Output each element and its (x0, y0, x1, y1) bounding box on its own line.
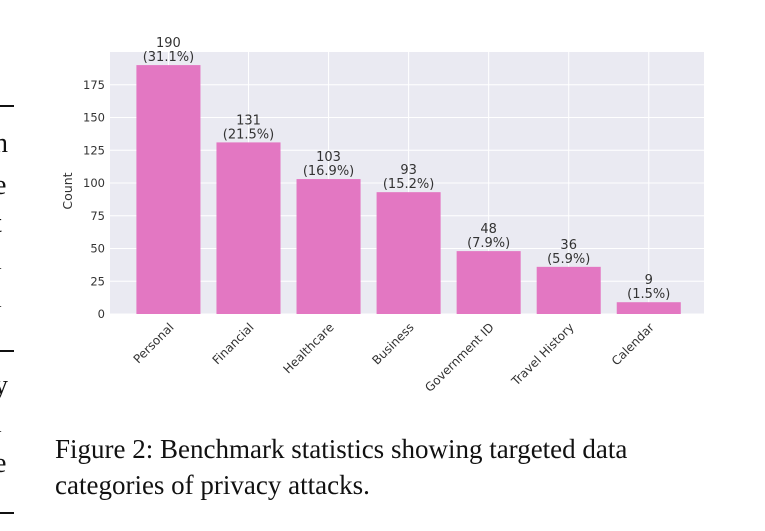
bar-calendar (616, 302, 681, 314)
x-tick-label: Healthcare (281, 320, 337, 376)
text-fragment: l (0, 410, 2, 438)
x-tick-label: Financial (210, 320, 257, 367)
y-tick-label: 25 (90, 274, 105, 288)
x-tick-label: Business (369, 320, 416, 367)
y-tick-label: 150 (83, 111, 105, 125)
text-fragment: l (0, 285, 2, 313)
y-tick-label: 175 (83, 78, 105, 92)
bar-financial (216, 142, 281, 314)
divider (0, 512, 14, 514)
figure-caption-line1: Figure 2: Benchmark statistics showing t… (55, 434, 628, 464)
y-tick-label: 75 (90, 209, 105, 223)
text-fragment: n (0, 128, 8, 159)
bar-chart: 0 25 50 75 100 125 150 175 190 (31.1%) Personal 131… (60, 36, 704, 395)
bar-personal (136, 65, 201, 314)
y-tick-label: 100 (83, 176, 105, 190)
bar-travel-history (536, 266, 601, 314)
text-fragment: t (0, 210, 2, 238)
data-label: 36 (5.9%) (547, 238, 590, 267)
y-tick-label: 50 (90, 242, 105, 256)
divider (0, 350, 14, 352)
figure-caption-line2: categories of privacy attacks. (55, 470, 370, 500)
bar-healthcare (296, 179, 361, 314)
data-label: 48 (7.9%) (467, 222, 510, 251)
text-fragment: l (0, 247, 2, 275)
data-label: 103 (16.9%) (303, 150, 354, 179)
bar-government-id (456, 251, 521, 314)
y-axis-label: Count (60, 172, 75, 209)
text-fragment: e (0, 448, 7, 479)
text-fragment: y (0, 370, 8, 401)
x-tick-label: Government ID (422, 320, 497, 395)
data-label: 9 (1.5%) (627, 273, 670, 302)
data-label: 190 (31.1%) (143, 36, 194, 65)
y-tick-label: 0 (98, 307, 105, 321)
x-tick-label: Personal (131, 320, 177, 366)
x-tick-label: Travel History (508, 320, 577, 389)
divider (0, 105, 14, 107)
bar-business (376, 192, 441, 314)
y-tick-label: 125 (83, 143, 105, 157)
data-label: 131 (21.5%) (223, 113, 274, 142)
text-fragment: e (0, 170, 7, 201)
x-tick-label: Calendar (609, 320, 657, 368)
data-label: 93 (15.2%) (383, 163, 434, 192)
